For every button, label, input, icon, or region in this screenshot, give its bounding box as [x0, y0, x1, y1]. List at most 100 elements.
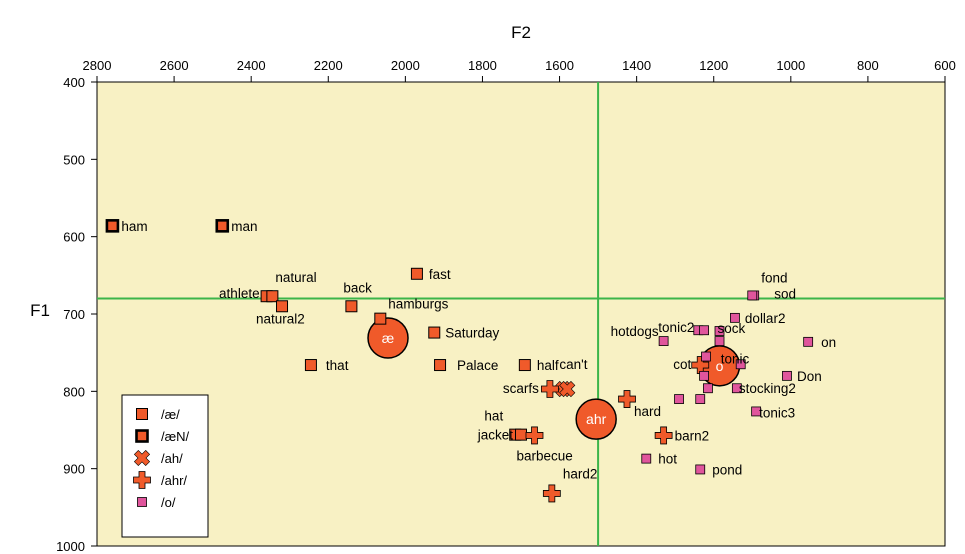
- square-marker: [276, 300, 289, 313]
- point-label: hard: [634, 404, 661, 419]
- x-tick-label: 1800: [468, 58, 497, 73]
- plus-marker: [133, 471, 151, 489]
- point-label: Don: [797, 369, 822, 384]
- y-tick-label: 700: [63, 307, 85, 322]
- pink-square-marker: [658, 336, 669, 346]
- legend-label: /æ/: [161, 407, 180, 422]
- point-label: scarfs: [503, 381, 539, 396]
- pink-square-marker: [695, 464, 706, 475]
- point-label: natural2: [256, 311, 305, 326]
- y-tick-label: 800: [63, 384, 85, 399]
- point-label: hard2: [563, 466, 598, 481]
- point-label: tonic: [721, 351, 750, 366]
- pink-square-marker: [137, 497, 147, 507]
- legend-label: /ah/: [161, 451, 183, 466]
- point-label: athlete: [219, 286, 260, 301]
- square-marker: [428, 326, 441, 339]
- point-label: tonic3: [759, 405, 795, 420]
- legend: /æ/ /æN/ /ah/ /ahr/ /o/: [121, 394, 209, 538]
- mean-circle: [367, 317, 409, 359]
- square-marker: [304, 359, 317, 372]
- pink-square-marker: [701, 351, 711, 362]
- square-marker: [518, 359, 531, 372]
- mean-markers: æ ahr o: [367, 317, 741, 440]
- point-label: ham: [121, 219, 147, 234]
- pink-square-marker: [731, 383, 742, 394]
- x-tick-label: 1600: [545, 58, 574, 73]
- plus-marker: [525, 426, 544, 445]
- point-label: barbecue: [516, 448, 572, 463]
- pink-square-marker: [695, 394, 706, 404]
- point-label: hotdogs: [611, 324, 659, 339]
- square-dark-marker: [215, 219, 230, 233]
- plus-marker: [542, 484, 561, 503]
- point-label: that: [326, 358, 349, 373]
- pink-square-marker: [674, 394, 684, 404]
- x-tick-label: 1200: [699, 58, 728, 73]
- square-marker: [374, 312, 387, 325]
- x-marker: [559, 380, 576, 398]
- x-tick-label: 600: [934, 58, 956, 73]
- square-marker: [266, 290, 279, 303]
- y-tick-label: 400: [63, 75, 85, 90]
- mean-label: ahr: [586, 411, 607, 427]
- pink-square-marker: [730, 312, 740, 323]
- point-label: fast: [429, 267, 451, 282]
- point-label: hamburgs: [388, 297, 448, 312]
- x-tick-label: 1400: [622, 58, 651, 73]
- point-label: can't: [559, 357, 587, 372]
- pink-square-marker: [803, 336, 814, 347]
- plus-marker: [618, 390, 636, 408]
- pink-square-marker: [782, 370, 792, 381]
- pink-square-marker: [714, 336, 725, 346]
- mean-label: o: [716, 358, 724, 374]
- square-marker: [136, 408, 148, 420]
- point-label: hot: [658, 452, 677, 467]
- point-label: fond: [761, 270, 787, 285]
- x-tick-label: 2400: [237, 58, 266, 73]
- plot-area: [96, 81, 946, 547]
- point-label: dollar2: [745, 311, 786, 326]
- plus-marker: [654, 426, 673, 445]
- x-marker: [133, 449, 151, 467]
- point-label: jacket: [477, 428, 514, 443]
- square-marker: [515, 428, 527, 441]
- pink-square-marker: [699, 370, 709, 381]
- point-label: natural: [275, 270, 316, 285]
- x-tick-label: 2600: [160, 58, 189, 73]
- legend-label: /o/: [161, 495, 176, 510]
- x-axis-title: F2: [511, 23, 531, 42]
- pink-square-marker: [747, 290, 758, 301]
- legend-label: /æN/: [161, 429, 190, 444]
- square-marker: [345, 300, 358, 313]
- pink-square-marker: [703, 383, 713, 394]
- square-marker: [434, 359, 447, 372]
- point-label: barn2: [675, 428, 710, 443]
- x-tick-label: 2000: [391, 58, 420, 73]
- pink-square-marker: [714, 326, 725, 336]
- legend-label: /ahr/: [161, 473, 187, 488]
- point-label: Saturday: [445, 326, 499, 341]
- point-label: pond: [712, 462, 742, 477]
- point-label: on: [821, 335, 836, 350]
- x-tick-label: 1000: [776, 58, 805, 73]
- point-label: stocking2: [739, 381, 796, 396]
- plus-marker: [541, 380, 559, 398]
- mean-label: æ: [382, 330, 394, 346]
- x-tick-label: 2800: [83, 58, 112, 73]
- reference-lines: [97, 82, 945, 546]
- pink-square-marker: [751, 406, 762, 417]
- point-label: sod: [774, 286, 796, 301]
- pink-square-marker: [735, 359, 746, 370]
- point-label: sock: [718, 321, 746, 336]
- point-label: tonic2: [658, 320, 694, 335]
- pink-square-marker: [699, 325, 709, 336]
- point-label: back: [343, 280, 372, 295]
- mean-circle: [575, 398, 617, 440]
- y-tick-label: 600: [63, 230, 85, 245]
- point-label: hat: [484, 409, 503, 424]
- x-tick-label: 800: [857, 58, 879, 73]
- x-axis-ticks: 2800 2600 2400 2200 2000 1800 1600 1400 1200 1000…: [83, 58, 956, 82]
- square-dark-marker: [105, 219, 120, 233]
